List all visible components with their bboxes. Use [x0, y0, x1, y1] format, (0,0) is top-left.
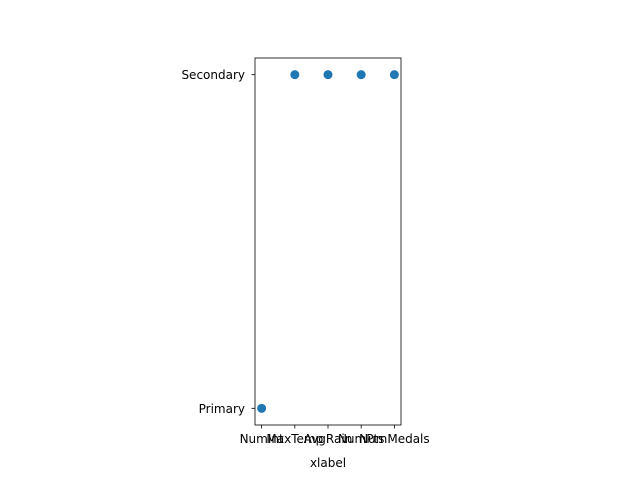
data-point — [290, 70, 300, 80]
data-point — [323, 70, 333, 80]
data-point — [356, 70, 366, 80]
y-tick-label: Secondary — [181, 68, 245, 82]
plot-frame — [254, 57, 402, 426]
y-axis-ticks: Primary Secondary — [181, 68, 255, 416]
x-tick-label: MaxTemp — [266, 432, 323, 446]
x-tick-label: NumPts — [338, 432, 384, 446]
x-tick-label: NumInt — [240, 432, 284, 446]
data-markers — [257, 70, 399, 413]
x-tick-label: AvgRain — [304, 432, 353, 446]
data-point — [257, 403, 267, 413]
y-tick-label: Primary — [199, 402, 245, 416]
x-tick-label: NumMedals — [359, 432, 430, 446]
x-axis-label: xlabel — [310, 456, 346, 470]
plot-area — [254, 57, 402, 426]
data-point — [389, 70, 399, 80]
